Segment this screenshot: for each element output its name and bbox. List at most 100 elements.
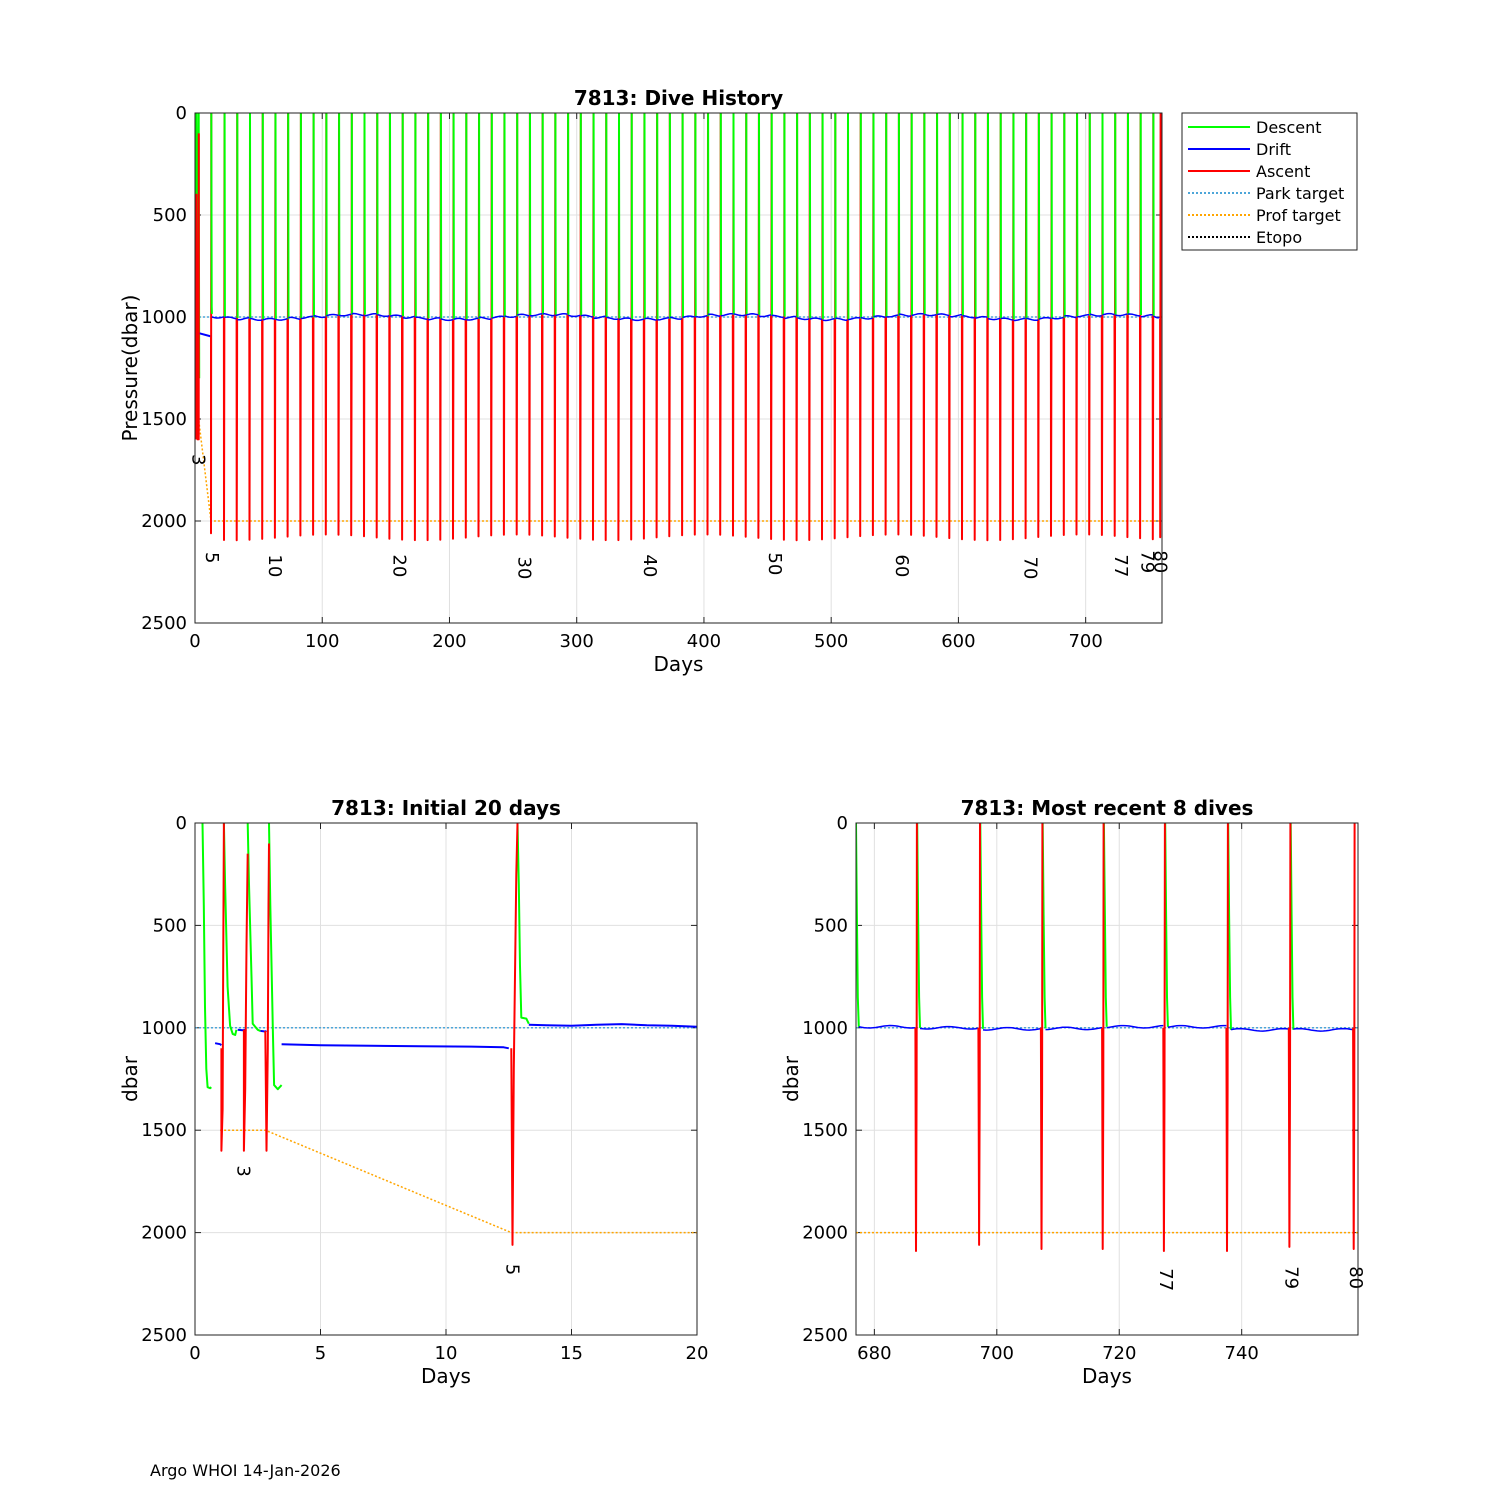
x-tick-label: 500 [814, 631, 848, 652]
y-tick-label: 2000 [141, 1223, 187, 1244]
x-axis-label: Days [421, 1364, 471, 1388]
drift-trace [1064, 315, 1077, 319]
axes-frame [855, 822, 1359, 1336]
chart-title: 7813: Dive History [574, 86, 783, 110]
drift-trace [949, 313, 962, 318]
x-axis-label: Days [654, 652, 704, 676]
drift-trace [542, 312, 555, 317]
x-tick-label: 200 [432, 631, 466, 652]
initial-series [195, 823, 697, 1246]
legend-entry: Ascent [1256, 162, 1310, 181]
x-tick-label: 740 [1225, 1343, 1259, 1364]
drift-trace [937, 313, 950, 317]
drift-trace [1230, 1027, 1289, 1032]
cycle-label: 77 [1110, 554, 1131, 577]
drift-trace [631, 318, 644, 322]
drift-trace [529, 313, 543, 317]
x-tick-label: 0 [189, 1343, 200, 1364]
drift-trace [1089, 313, 1102, 317]
cycle-label: 40 [639, 554, 660, 577]
x-tick-label: 600 [941, 631, 975, 652]
cycle-label: 3 [187, 454, 208, 465]
drift-trace [835, 317, 848, 322]
drift-trace [860, 316, 873, 320]
cycle-label: 80 [1149, 550, 1170, 573]
drift-trace [453, 317, 466, 321]
ascent-trace-early [195, 133, 200, 441]
drift-trace [657, 317, 670, 321]
drift-trace [924, 313, 937, 317]
drift-trace [982, 1026, 1042, 1031]
drift-trace [1293, 1027, 1354, 1032]
y-tick-label: 1000 [141, 1018, 187, 1039]
y-axis-label: dbar [779, 1055, 803, 1102]
descent-trace [201, 823, 212, 1090]
y-tick-label: 0 [176, 813, 187, 834]
drift-trace [1106, 1024, 1164, 1029]
cycle-label: 50 [764, 552, 785, 575]
drift-trace [580, 314, 594, 318]
drift-trace [275, 317, 288, 321]
legend-entry: Drift [1256, 140, 1291, 159]
drift-trace [237, 317, 250, 321]
cycle-label: 5 [501, 1264, 522, 1275]
footer-credit: Argo WHOI 14-Jan-2026 [150, 1461, 341, 1480]
y-tick-label: 0 [837, 813, 848, 834]
drift-trace [886, 314, 899, 318]
ascent-trace [1162, 823, 1166, 1252]
drift-trace [377, 313, 390, 318]
drift-trace [695, 314, 708, 318]
y-tick-label: 500 [153, 205, 187, 226]
drift-trace [708, 313, 721, 317]
drift-trace [224, 316, 237, 320]
ascent-trace [914, 823, 918, 1252]
y-tick-label: 1500 [141, 1120, 187, 1141]
drift-trace [1167, 1024, 1227, 1029]
drift-trace [809, 317, 823, 321]
ascent-trace [1039, 823, 1044, 1250]
legend-entry: Park target [1256, 184, 1344, 203]
drift-trace [847, 317, 861, 321]
drift-trace [1000, 317, 1013, 321]
drift-trace [733, 313, 746, 317]
drift-trace [644, 317, 657, 321]
ascent-trace [1225, 823, 1229, 1252]
drift-trace [555, 313, 568, 317]
drift-trace [214, 1042, 223, 1046]
legend-entry: Etopo [1256, 228, 1302, 247]
drift-trace [262, 317, 275, 321]
ascent-trace [242, 853, 249, 1152]
descent-trace [516, 823, 530, 1025]
descent-trace [222, 823, 238, 1036]
drift-trace [962, 314, 975, 319]
drift-trace [517, 313, 530, 317]
drift-trace [300, 315, 313, 320]
drift-trace [402, 315, 415, 319]
ascent-trace [977, 823, 981, 1246]
drift-trace [1026, 317, 1039, 322]
ascent-trace [1352, 823, 1356, 1250]
recent-8-dives-chart: 680 700 720 740 0 500 1000 1500 2000 2500 7813: Mo… [779, 796, 1366, 1388]
drift-trace [351, 312, 364, 317]
drift-trace [669, 316, 683, 320]
initial-20-days-chart: 0 5 10 15 20 0 500 1000 1500 2000 2500 7813: Initia… [118, 796, 708, 1388]
dive-history-chart: 0 100 200 300 400 500 600 700 0 500 1000 1500 2000 25… [118, 86, 1358, 676]
legend: Descent Drift Ascent Park target Prof target… [1181, 112, 1358, 251]
drift-trace [975, 315, 988, 320]
drift-trace [466, 317, 479, 321]
ascent-trace-final [1159, 113, 1162, 539]
x-tick-label: 15 [560, 1343, 583, 1364]
x-tick-label: 700 [1068, 631, 1102, 652]
y-tick-label: 2500 [141, 1325, 187, 1346]
ascent-trace [220, 823, 225, 1152]
drift-trace [1115, 313, 1128, 317]
cycle-label: 3 [233, 1165, 254, 1176]
drift-trace [1045, 1026, 1103, 1031]
y-tick-label: 2000 [141, 511, 187, 532]
cycle-label: 5 [201, 552, 222, 563]
recent-series [856, 823, 1358, 1252]
axes-frame [194, 112, 1163, 624]
drift-trace [746, 313, 759, 316]
drift-trace [491, 315, 504, 319]
x-tick-label: 720 [1102, 1343, 1136, 1364]
